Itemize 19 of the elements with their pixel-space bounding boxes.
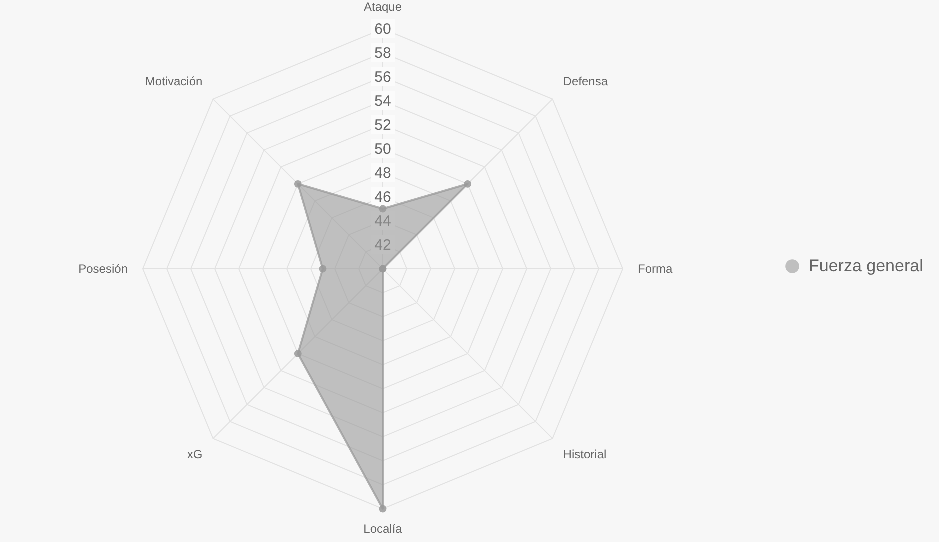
y-tick-label: 60 xyxy=(374,21,392,38)
spoke-label: Motivación xyxy=(145,74,203,89)
legend-label: Fuerza general xyxy=(809,256,924,276)
y-tick-label: 52 xyxy=(374,117,392,134)
y-tick-label: 42 xyxy=(374,237,392,254)
spoke-label: Defensa xyxy=(563,74,608,89)
spoke-label: Historial xyxy=(563,447,607,462)
spoke-label: xG xyxy=(187,447,203,462)
y-tick-label: 48 xyxy=(374,165,392,182)
y-tick-label: 54 xyxy=(374,93,392,110)
y-tick-label: 56 xyxy=(374,69,392,86)
spoke-label: Posesión xyxy=(78,262,128,276)
y-tick-label: 46 xyxy=(374,189,392,206)
y-tick-label: 50 xyxy=(374,141,392,158)
spoke-label: Ataque xyxy=(364,0,402,14)
y-tick-label: 58 xyxy=(374,45,392,62)
y-tick-label: 44 xyxy=(374,213,392,230)
spoke-label: Forma xyxy=(638,262,673,276)
spoke-label: Localía xyxy=(364,522,403,536)
